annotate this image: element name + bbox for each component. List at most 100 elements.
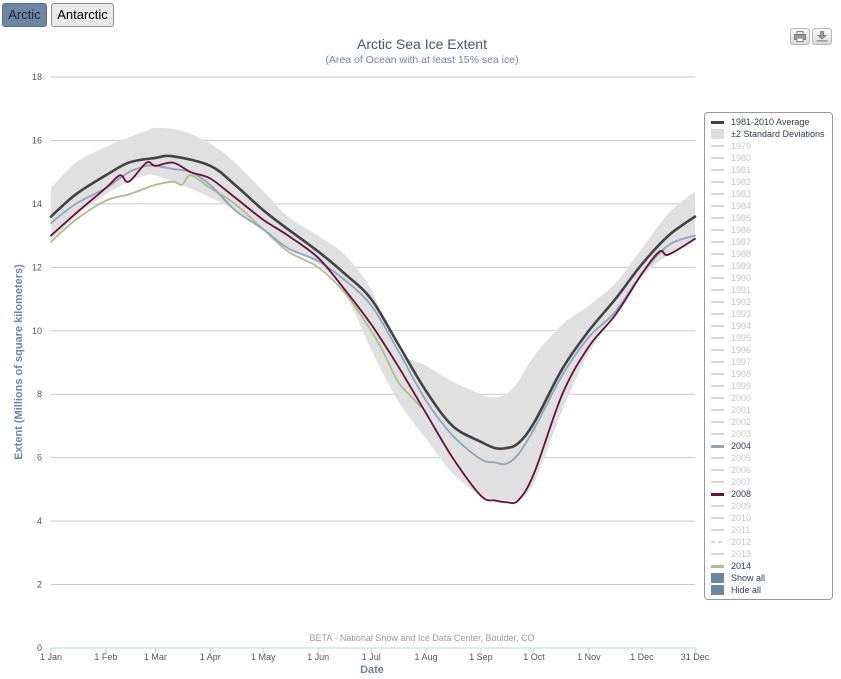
legend-label: 1989 bbox=[731, 261, 752, 271]
legend-item[interactable]: 2003 bbox=[711, 428, 831, 440]
legend-label: 2003 bbox=[731, 429, 752, 439]
legend-item[interactable]: 1989 bbox=[711, 260, 831, 272]
legend-item[interactable]: 1985 bbox=[711, 212, 831, 224]
legend-item[interactable]: 1988 bbox=[711, 248, 831, 260]
y-axis-label: Extent (Millions of square kilometers) bbox=[13, 264, 25, 460]
legend-label: 1988 bbox=[731, 249, 752, 259]
legend-item[interactable]: 2000 bbox=[711, 392, 831, 404]
legend-label: 1982 bbox=[731, 177, 752, 187]
legend-swatch bbox=[711, 433, 724, 435]
legend-item[interactable]: 2006 bbox=[711, 464, 831, 476]
legend-swatch bbox=[711, 565, 724, 568]
legend-item[interactable]: 1993 bbox=[711, 308, 831, 320]
legend-swatch bbox=[711, 469, 724, 471]
legend-label: 1996 bbox=[731, 345, 752, 355]
x-tick-label: 1 Jun bbox=[307, 652, 329, 662]
legend-label: 2014 bbox=[731, 561, 752, 571]
legend-swatch bbox=[711, 205, 724, 207]
legend-swatch bbox=[711, 265, 724, 267]
legend-label: 1987 bbox=[731, 237, 752, 247]
legend-item[interactable]: 2004 bbox=[711, 440, 831, 452]
legend-item[interactable]: 2012 bbox=[711, 536, 831, 548]
legend-item[interactable]: 2010 bbox=[711, 512, 831, 524]
legend-item[interactable]: 1998 bbox=[711, 368, 831, 380]
legend-button-swatch bbox=[711, 573, 724, 583]
legend-swatch bbox=[711, 301, 724, 303]
legend-item[interactable]: 1986 bbox=[711, 224, 831, 236]
legend-item[interactable]: 1981-2010 Average bbox=[711, 116, 831, 128]
legend-swatch bbox=[711, 337, 724, 339]
legend-item[interactable]: ±2 Standard Deviations bbox=[711, 128, 831, 140]
legend-item[interactable]: 1980 bbox=[711, 152, 831, 164]
legend-item[interactable]: 1994 bbox=[711, 320, 831, 332]
legend-label: 1980 bbox=[731, 153, 752, 163]
legend-label: 1995 bbox=[731, 333, 752, 343]
legend-swatch bbox=[711, 409, 724, 411]
legend-item[interactable]: 2008 bbox=[711, 488, 831, 500]
legend-label: 2004 bbox=[731, 441, 752, 451]
legend-item[interactable]: 1992 bbox=[711, 296, 831, 308]
x-tick-label: 1 Aug bbox=[415, 652, 438, 662]
legend-item[interactable]: 1990 bbox=[711, 272, 831, 284]
legend-item[interactable]: 2002 bbox=[711, 416, 831, 428]
legend-item[interactable]: 1982 bbox=[711, 176, 831, 188]
legend-swatch bbox=[711, 361, 724, 363]
legend-label: 1999 bbox=[731, 381, 752, 391]
legend-label: 1992 bbox=[731, 297, 752, 307]
legend-label: 2001 bbox=[731, 405, 752, 415]
legend-label: Hide all bbox=[731, 585, 762, 595]
credit-text: BETA - National Snow and Ice Data Center… bbox=[310, 633, 535, 643]
legend-label: 1993 bbox=[731, 309, 752, 319]
legend-item[interactable]: 1979 bbox=[711, 140, 831, 152]
legend-item[interactable]: 2013 bbox=[711, 548, 831, 560]
legend-label: 2010 bbox=[731, 513, 752, 523]
legend-item[interactable]: 1987 bbox=[711, 236, 831, 248]
y-tick-label: 12 bbox=[32, 262, 42, 272]
legend-item[interactable]: 2009 bbox=[711, 500, 831, 512]
x-tick-label: 1 Oct bbox=[523, 652, 545, 662]
legend-item[interactable]: 2005 bbox=[711, 452, 831, 464]
legend-item[interactable]: 2007 bbox=[711, 476, 831, 488]
legend-swatch bbox=[711, 385, 724, 387]
legend-item[interactable]: 2001 bbox=[711, 404, 831, 416]
legend-label: 1984 bbox=[731, 201, 752, 211]
y-tick-label: 6 bbox=[37, 453, 42, 463]
y-tick-label: 10 bbox=[32, 326, 42, 336]
legend-item[interactable]: 1991 bbox=[711, 284, 831, 296]
download-button[interactable] bbox=[812, 28, 832, 45]
legend-label: ±2 Standard Deviations bbox=[731, 129, 825, 139]
legend-item[interactable]: 1984 bbox=[711, 200, 831, 212]
y-tick-label: 16 bbox=[32, 135, 42, 145]
printer-icon bbox=[794, 31, 806, 42]
tab-arctic[interactable]: Arctic bbox=[2, 3, 47, 27]
legend-label: 1998 bbox=[731, 369, 752, 379]
x-tick-label: 1 Feb bbox=[94, 652, 117, 662]
legend-label: 1994 bbox=[731, 321, 752, 331]
legend-swatch bbox=[711, 421, 724, 423]
legend-swatch bbox=[711, 493, 724, 496]
legend-show-all-button[interactable]: Show all bbox=[711, 572, 831, 584]
print-button[interactable] bbox=[790, 28, 810, 45]
legend-swatch bbox=[711, 229, 724, 231]
legend-swatch bbox=[711, 217, 724, 219]
legend-swatch bbox=[711, 121, 724, 124]
legend-item[interactable]: 1997 bbox=[711, 356, 831, 368]
legend-hide-all-button[interactable]: Hide all bbox=[711, 584, 831, 596]
tab-antarctic[interactable]: Antarctic bbox=[51, 3, 114, 27]
y-tick-label: 4 bbox=[37, 516, 42, 526]
legend-item[interactable]: 1995 bbox=[711, 332, 831, 344]
legend-item[interactable]: 1983 bbox=[711, 188, 831, 200]
legend-label: 1997 bbox=[731, 357, 752, 367]
legend-button-swatch bbox=[711, 585, 724, 595]
legend-label: Show all bbox=[731, 573, 766, 583]
legend-item[interactable]: 2011 bbox=[711, 524, 831, 536]
legend-item[interactable]: 1999 bbox=[711, 380, 831, 392]
legend-item[interactable]: 1981 bbox=[711, 164, 831, 176]
x-tick-label: 1 Apr bbox=[200, 652, 221, 662]
legend-swatch bbox=[711, 541, 724, 543]
x-tick-label: 1 Dec bbox=[630, 652, 654, 662]
legend-item[interactable]: 1996 bbox=[711, 344, 831, 356]
y-tick-label: 2 bbox=[37, 580, 42, 590]
legend-item[interactable]: 2014 bbox=[711, 560, 831, 572]
legend-label: 2005 bbox=[731, 453, 752, 463]
